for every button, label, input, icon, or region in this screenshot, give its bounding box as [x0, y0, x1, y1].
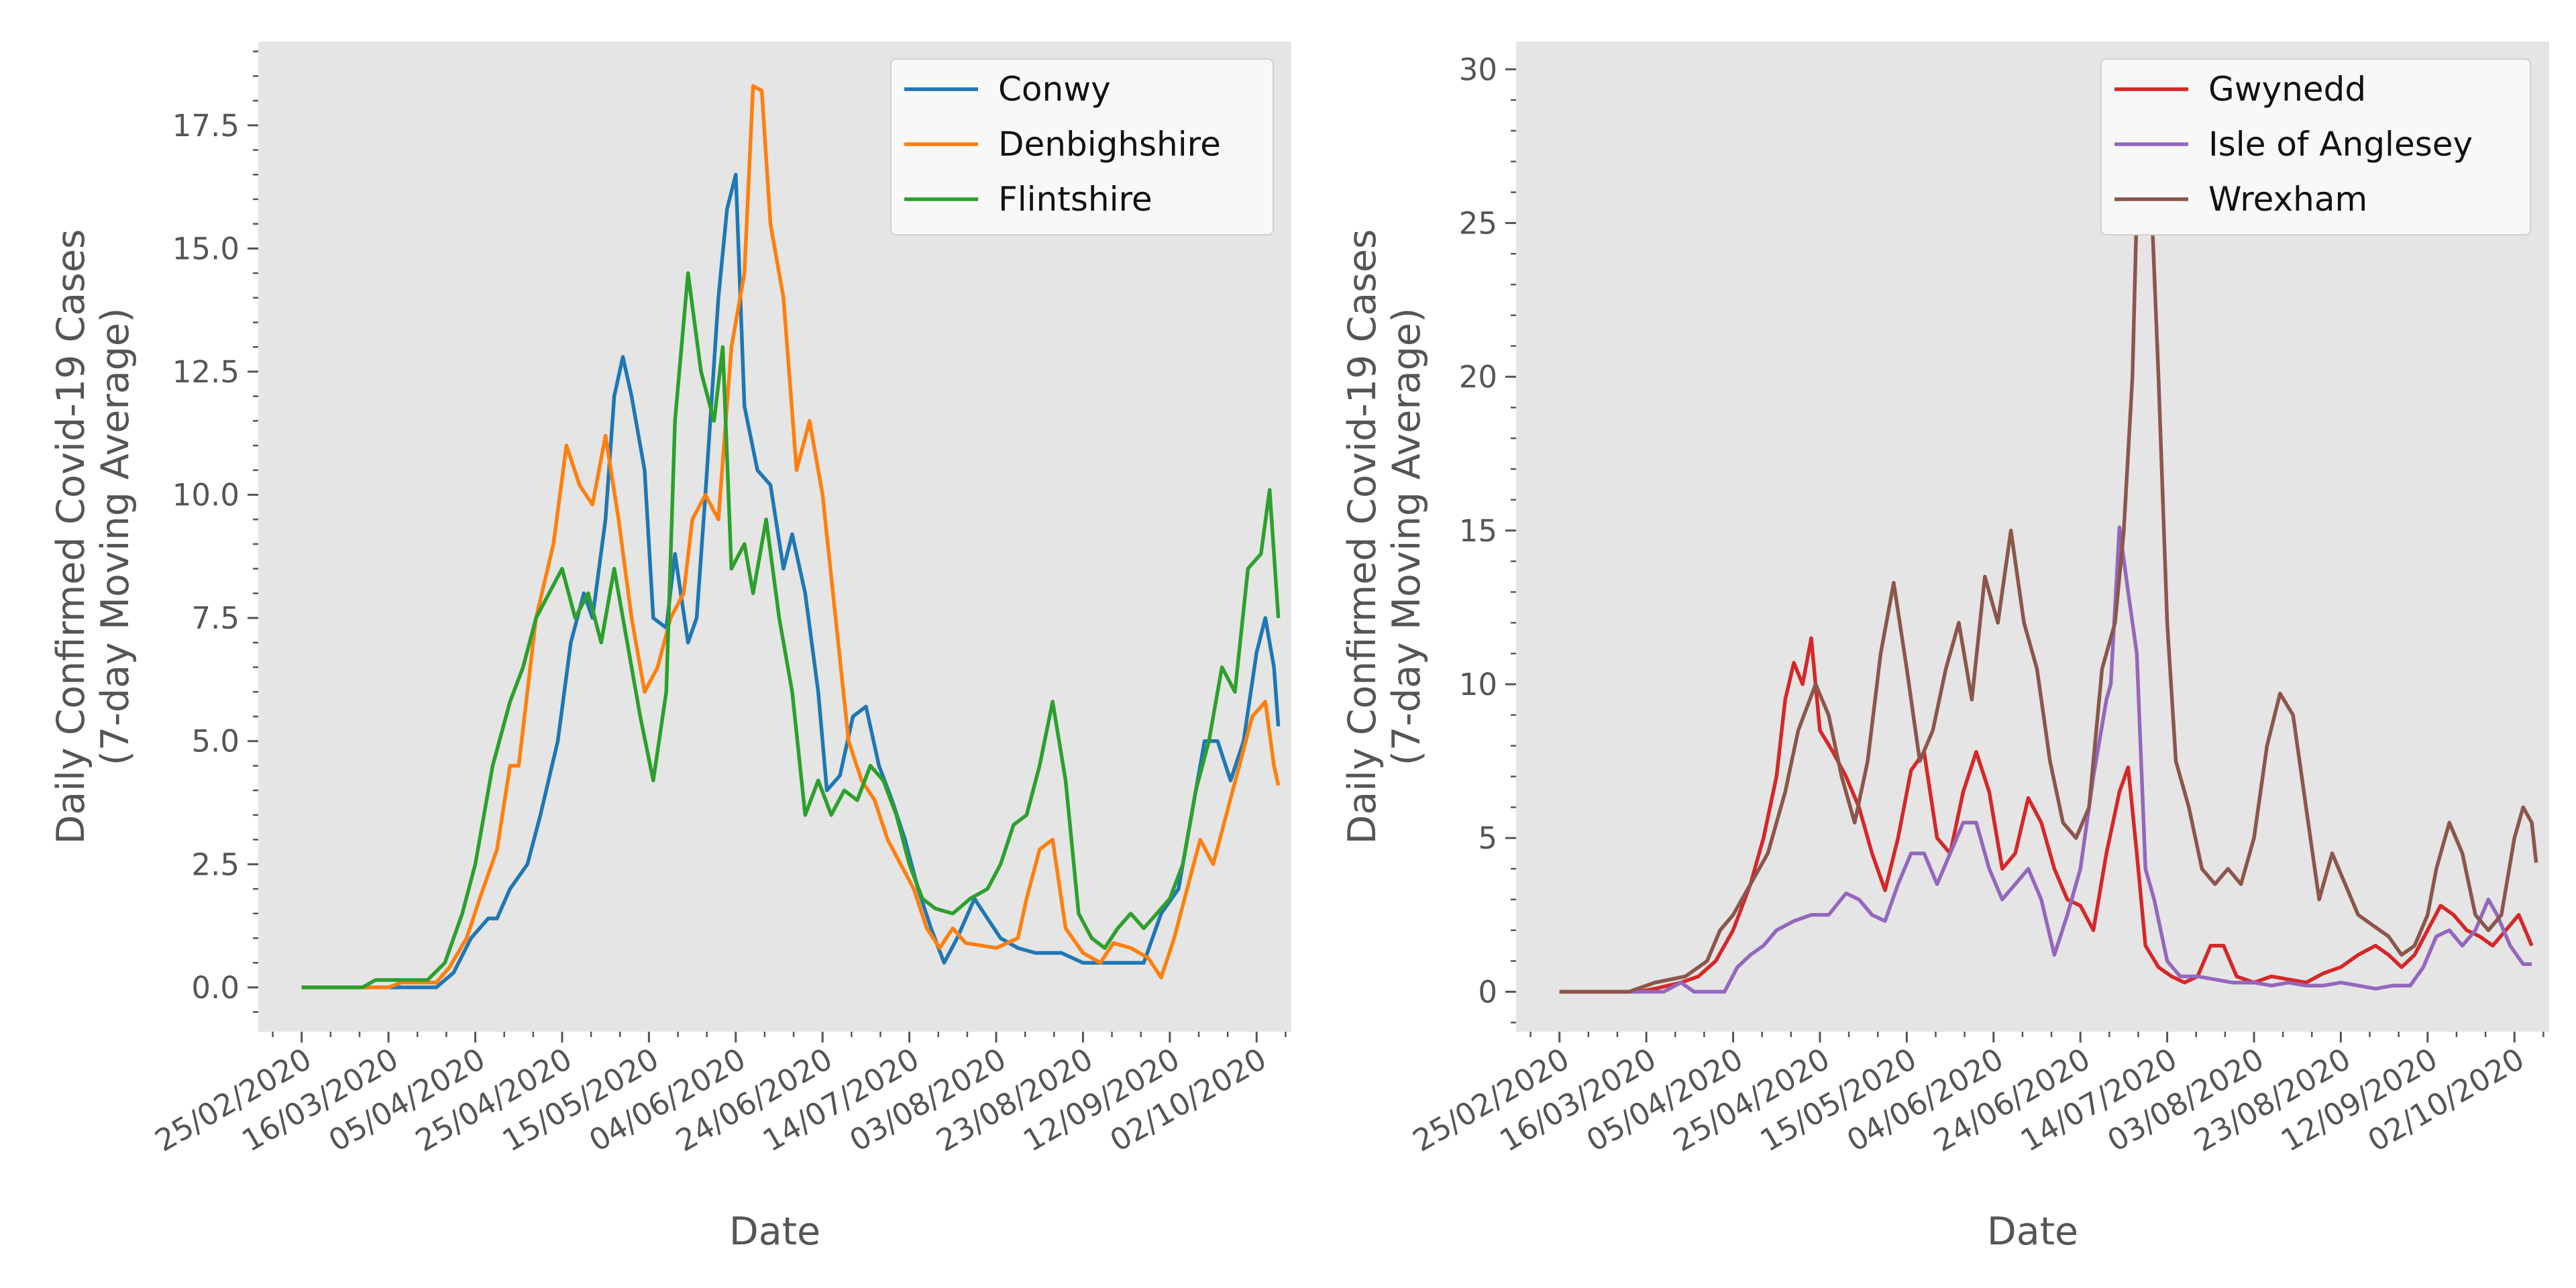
- legend: Gwynedd Isle of Anglesey Wrexham: [2100, 58, 2531, 235]
- legend-label: Flintshire: [998, 180, 1152, 219]
- chart-left: 0.02.55.07.510.012.515.017.525/02/202016…: [49, 42, 1291, 1254]
- y-tick-label: 25: [1459, 205, 1497, 241]
- y-axis-label: Daily Confirmed Covid-19 Cases(7-day Mov…: [49, 229, 138, 844]
- legend-box: [890, 58, 1274, 235]
- x-axis-label: Date: [729, 1210, 820, 1254]
- y-axis-label-line: Daily Confirmed Covid-19 Cases: [1340, 229, 1385, 844]
- y-tick-label: 30: [1459, 52, 1497, 87]
- legend: Conwy Denbighshire Flintshire: [890, 58, 1274, 235]
- legend-label: Isle of Anglesey: [2208, 125, 2473, 164]
- y-axis-label-line: Daily Confirmed Covid-19 Cases: [49, 229, 93, 844]
- y-tick-label: 10: [1459, 667, 1497, 702]
- y-axis-label-line: (7-day Moving Average): [93, 308, 138, 765]
- y-tick-label: 15.0: [172, 231, 239, 266]
- y-tick-label: 5: [1478, 820, 1497, 856]
- y-axis-label-line: (7-day Moving Average): [1385, 308, 1429, 765]
- legend-label: Conwy: [998, 70, 1111, 109]
- y-axis-label: Daily Confirmed Covid-19 Cases(7-day Mov…: [1340, 229, 1429, 844]
- y-tick-label: 20: [1459, 360, 1497, 395]
- series-line-wrexham: [1559, 83, 2538, 994]
- y-tick-label: 15: [1459, 513, 1497, 549]
- legend-label: Denbighshire: [998, 125, 1221, 164]
- y-tick-label: 12.5: [172, 354, 239, 390]
- y-tick-label: 0: [1478, 974, 1497, 1010]
- y-tick-label: 5.0: [191, 724, 239, 759]
- y-tick-label: 17.5: [172, 108, 239, 144]
- y-tick-label: 2.5: [191, 847, 239, 882]
- series-line-flintshire: [301, 271, 1281, 989]
- series-line-denbighshire: [301, 84, 1281, 989]
- legend-label: Gwynedd: [2208, 70, 2366, 109]
- x-axis-label: Date: [1987, 1210, 2078, 1254]
- chart-right: 05101520253025/02/202016/03/202005/04/20…: [1340, 42, 2549, 1254]
- legend-box: [2100, 58, 2531, 235]
- y-tick-label: 10.0: [172, 478, 239, 513]
- series-line-gwynedd: [1559, 636, 2534, 994]
- series-line-isle-of-anglesey: [1559, 525, 2532, 994]
- series-line-conwy: [301, 172, 1281, 989]
- y-tick-label: 0.0: [191, 970, 239, 1006]
- legend-label: Wrexham: [2208, 180, 2367, 219]
- y-tick-label: 7.5: [191, 600, 239, 636]
